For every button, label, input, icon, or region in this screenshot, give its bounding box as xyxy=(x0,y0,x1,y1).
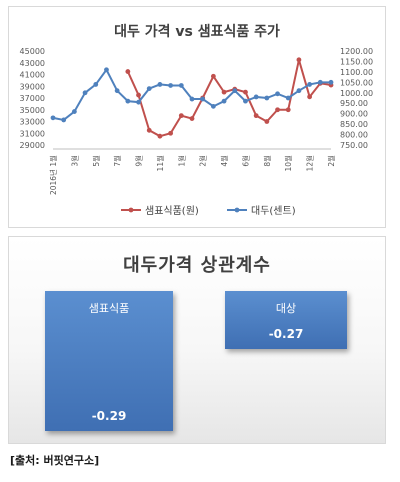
y-left-tick-label: 35000 xyxy=(20,106,45,115)
data-point xyxy=(253,113,259,119)
data-point xyxy=(275,91,280,97)
data-point xyxy=(210,103,216,109)
y-right-tick-label: 1200.00 xyxy=(340,47,373,56)
y-right-tick-label: 1100.00 xyxy=(340,68,373,77)
x-tick-label: 5월 xyxy=(91,155,101,167)
data-point xyxy=(200,96,206,102)
y-left-tick-label: 41000 xyxy=(20,71,45,80)
data-point xyxy=(253,94,259,100)
data-point xyxy=(221,98,227,104)
source-caption: [출처: 버핏연구소] xyxy=(10,454,100,467)
y-left-tick-label: 29000 xyxy=(20,141,45,150)
x-tick-label: 7월 xyxy=(112,155,122,167)
legend-marker xyxy=(128,207,134,213)
x-tick-label: 10월 xyxy=(283,155,293,172)
legend-label: 샘표식품(원) xyxy=(145,205,199,217)
data-point xyxy=(104,67,109,73)
y-right-tick-label: 1000.00 xyxy=(340,89,373,98)
data-point xyxy=(307,94,313,100)
data-point xyxy=(61,117,67,123)
data-point xyxy=(146,127,152,133)
bar-value-label: -0.29 xyxy=(91,409,127,423)
data-point xyxy=(264,119,270,124)
data-point xyxy=(275,107,280,113)
y-right-tick-label: 1150.00 xyxy=(340,57,373,66)
y-right-tick-label: 950.00 xyxy=(340,99,368,108)
data-point xyxy=(93,82,99,87)
data-point xyxy=(168,83,174,88)
data-point xyxy=(168,130,174,136)
data-point xyxy=(285,95,291,101)
data-point xyxy=(114,88,120,94)
bar-category-label: 샘표식품 xyxy=(88,302,130,315)
legend-label: 대두(센트) xyxy=(251,205,296,217)
data-point xyxy=(296,57,302,63)
y-right-tick-label: 850.00 xyxy=(340,120,368,129)
y-left-tick-label: 33000 xyxy=(20,118,45,127)
x-tick-label: 4월 xyxy=(219,155,229,167)
data-point xyxy=(50,115,56,121)
data-point xyxy=(243,98,248,104)
y-left-tick-label: 43000 xyxy=(20,59,45,68)
data-point xyxy=(221,89,227,95)
data-point xyxy=(125,69,131,74)
data-point xyxy=(328,79,334,85)
line-chart-title: 대두 가격 vs 샘표식품 주가 xyxy=(114,24,280,40)
bar-value-label: -0.27 xyxy=(268,327,304,341)
data-point xyxy=(296,88,302,94)
data-point xyxy=(307,82,313,87)
y-left-tick-label: 39000 xyxy=(20,82,45,91)
x-tick-label: 2016년 1월 xyxy=(48,155,58,195)
data-point xyxy=(82,90,88,96)
series-line-samyang-foods xyxy=(126,59,332,138)
bar-samyang-foods: 샘표식품 -0.29 xyxy=(45,291,173,431)
data-point xyxy=(157,82,163,87)
x-tick-label: 11월 xyxy=(155,155,165,172)
bar-daesang: 대상 -0.27 xyxy=(225,291,347,349)
data-point xyxy=(232,88,238,94)
bar-category-label: 대상 xyxy=(275,302,297,315)
data-point xyxy=(285,107,291,113)
x-tick-label: 3월 xyxy=(69,155,79,167)
data-point xyxy=(157,133,163,139)
correlation-chart-title: 대두가격 상관계수 xyxy=(123,255,271,276)
data-point xyxy=(243,89,248,95)
data-point xyxy=(189,96,195,102)
y-right-tick-label: 1050.00 xyxy=(340,78,373,87)
x-tick-label: 9월 xyxy=(134,155,144,167)
x-tick-label: 6월 xyxy=(240,155,250,167)
data-point xyxy=(136,92,141,98)
x-tick-label: 8월 xyxy=(262,155,272,167)
data-point xyxy=(264,95,270,101)
y-left-tick-label: 37000 xyxy=(20,94,45,103)
correlation-chart-panel: 대두가격 상관계수 샘표식품 -0.29 대상 -0.27 xyxy=(8,236,386,444)
legend-marker xyxy=(234,207,240,213)
data-point xyxy=(71,109,77,114)
y-right-tick-label: 750.00 xyxy=(340,141,368,150)
y-left-tick-label: 45000 xyxy=(20,47,45,56)
data-point xyxy=(146,86,152,91)
x-tick-label: 1월 xyxy=(176,155,186,167)
data-point xyxy=(189,116,195,121)
y-right-tick-label: 900.00 xyxy=(340,110,368,119)
x-tick-label: 2월 xyxy=(198,155,208,167)
y-left-tick-label: 31000 xyxy=(20,129,45,138)
x-tick-label: 2월 xyxy=(326,155,336,167)
line-chart-panel: 대두 가격 vs 샘표식품 주가 45000 43000 41000 39000 370… xyxy=(8,6,386,228)
data-point xyxy=(136,99,141,105)
x-tick-label: 12월 xyxy=(305,155,315,172)
data-point xyxy=(125,98,131,104)
data-point xyxy=(210,73,216,79)
data-point xyxy=(178,83,184,88)
line-chart: 45000 43000 41000 39000 37000 35000 33000 31000… xyxy=(20,47,374,217)
series-line-soybean xyxy=(52,67,331,122)
y-right-tick-label: 800.00 xyxy=(340,131,368,140)
data-point xyxy=(178,113,184,119)
data-point xyxy=(317,79,323,85)
